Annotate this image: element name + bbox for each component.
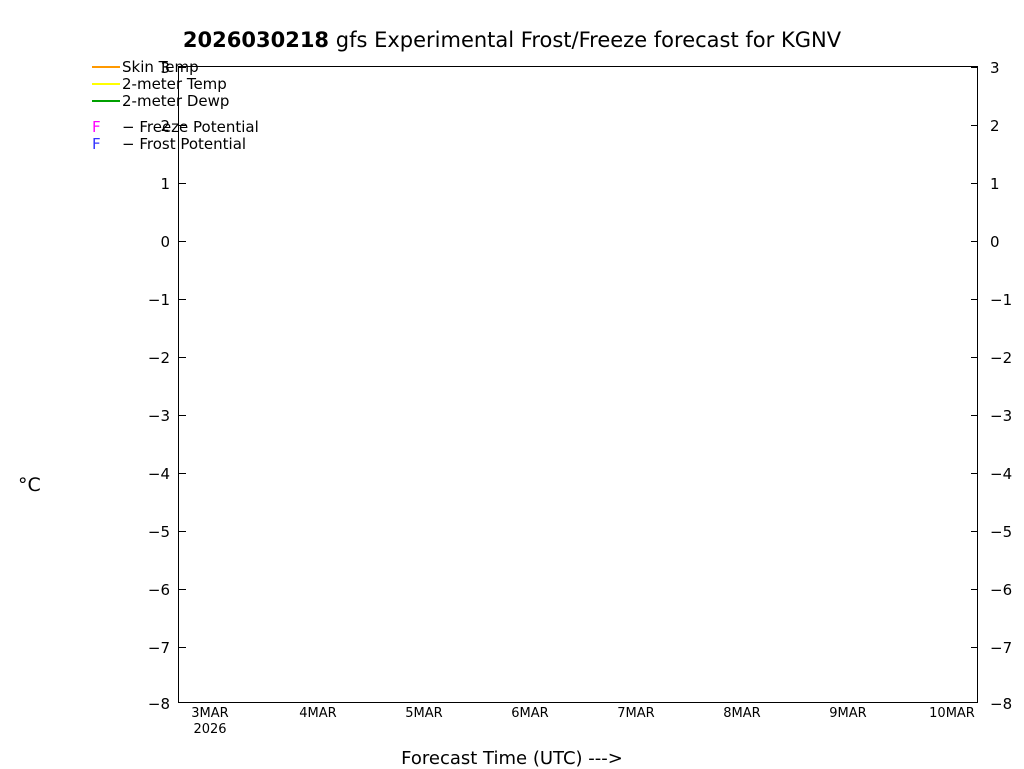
y-tick-mark (179, 125, 186, 126)
y-tick-left-neg5: −5 (147, 523, 170, 541)
legend-spacer (92, 109, 412, 118)
legend-item-frost-potential: F − Frost Potential (92, 135, 412, 153)
y-tick-right-neg8: −8 (990, 695, 1013, 713)
y-tick-mark (971, 183, 978, 184)
x-tick-label: 7MAR (617, 706, 655, 721)
legend-label: − Frost Potential (122, 135, 247, 153)
x-tick-10mar: 10MAR (918, 706, 986, 721)
y-tick-left-neg7: −7 (147, 639, 170, 657)
x-tick-label: 3MAR (191, 706, 229, 721)
legend-label: 2-meter Temp (122, 75, 227, 93)
y-tick-mark (179, 67, 186, 68)
y-tick-mark (179, 589, 186, 590)
plot-area (178, 66, 978, 703)
y-tick-mark (179, 531, 186, 532)
y-tick-mark (971, 125, 978, 126)
legend-item-freeze-potential: F − Freeze Potential (92, 118, 412, 136)
y-tick-left-neg4: −4 (147, 465, 170, 483)
y-tick-mark (971, 241, 978, 242)
legend-item-2m-dewp: 2-meter Dewp (92, 92, 412, 110)
x-tick-label: 10MAR (929, 706, 975, 721)
y-tick-right-neg1: −1 (990, 291, 1013, 309)
y-tick-mark (971, 473, 978, 474)
y-tick-right-neg3: −3 (990, 407, 1013, 425)
y-tick-mark (971, 299, 978, 300)
chart-legend: Skin Temp 2-meter Temp 2-meter Dewp F − … (92, 58, 412, 153)
legend-f-glyph-icon: F (92, 135, 101, 153)
legend-item-skin-temp: Skin Temp (92, 58, 412, 76)
y-tick-mark (971, 647, 978, 648)
y-tick-mark (179, 415, 186, 416)
y-tick-left-neg3: −3 (147, 407, 170, 425)
x-axis-title: Forecast Time (UTC) ---> (401, 748, 623, 769)
x-tick-label: 4MAR (299, 706, 337, 721)
y-tick-left-0: 0 (160, 233, 170, 251)
legend-line-swatch-icon (92, 83, 120, 85)
y-tick-mark (971, 531, 978, 532)
y-tick-left-1: 1 (160, 175, 170, 193)
y-tick-mark (971, 67, 978, 68)
x-tick-9mar: 9MAR (816, 706, 880, 721)
legend-line-swatch-icon (92, 66, 120, 68)
x-tick-5mar: 5MAR (392, 706, 456, 721)
x-tick-7mar: 7MAR (604, 706, 668, 721)
y-axis-right-labels: 3 2 1 0 −1 −2 −3 −4 −5 −6 −7 −8 (990, 0, 1024, 768)
x-tick-8mar: 8MAR (710, 706, 774, 721)
y-tick-mark (971, 357, 978, 358)
y-tick-right-2: 2 (990, 117, 1000, 135)
y-tick-right-3: 3 (990, 59, 1000, 77)
x-tick-4mar: 4MAR (286, 706, 350, 721)
y-axis-title: °C (18, 474, 41, 496)
legend-line-swatch-icon (92, 100, 120, 102)
y-tick-right-neg6: −6 (990, 581, 1013, 599)
x-tick-year: 2026 (193, 722, 227, 737)
legend-label: 2-meter Dewp (122, 92, 230, 110)
y-tick-left-neg1: −1 (147, 291, 170, 309)
y-tick-right-neg4: −4 (990, 465, 1013, 483)
y-tick-left-neg8: −8 (147, 695, 170, 713)
y-tick-mark (179, 357, 186, 358)
y-tick-mark (179, 183, 186, 184)
x-tick-6mar: 6MAR (498, 706, 562, 721)
legend-f-glyph-icon: F (92, 118, 101, 136)
x-tick-label: 9MAR (829, 706, 867, 721)
y-tick-mark (179, 647, 186, 648)
y-axis-left-labels: 3 2 1 0 −1 −2 −3 −4 −5 −6 −7 −8 (118, 0, 170, 768)
y-tick-mark (179, 299, 186, 300)
legend-item-2m-temp: 2-meter Temp (92, 75, 412, 93)
x-tick-label: 8MAR (723, 706, 761, 721)
y-tick-mark (179, 241, 186, 242)
x-tick-label: 5MAR (405, 706, 443, 721)
chart-title-text: gfs Experimental Frost/Freeze forecast f… (335, 28, 842, 52)
y-tick-mark (179, 473, 186, 474)
y-tick-right-1: 1 (990, 175, 1000, 193)
y-tick-mark (971, 415, 978, 416)
chart-title: 2026030218 gfs Experimental Frost/Freeze… (0, 28, 1024, 52)
y-tick-right-neg7: −7 (990, 639, 1013, 657)
y-tick-left-3: 3 (160, 59, 170, 77)
y-tick-right-0: 0 (990, 233, 1000, 251)
y-tick-left-2: 2 (160, 117, 170, 135)
y-tick-right-neg5: −5 (990, 523, 1013, 541)
legend-label: Skin Temp (122, 58, 199, 76)
legend-label: − Freeze Potential (122, 118, 259, 136)
y-tick-mark (971, 589, 978, 590)
x-tick-3mar: 3MAR 2026 (178, 706, 242, 737)
x-tick-label: 6MAR (511, 706, 549, 721)
chart-title-timestamp: 2026030218 (182, 28, 330, 52)
y-tick-left-neg2: −2 (147, 349, 170, 367)
y-tick-left-neg6: −6 (147, 581, 170, 599)
y-tick-right-neg2: −2 (990, 349, 1013, 367)
